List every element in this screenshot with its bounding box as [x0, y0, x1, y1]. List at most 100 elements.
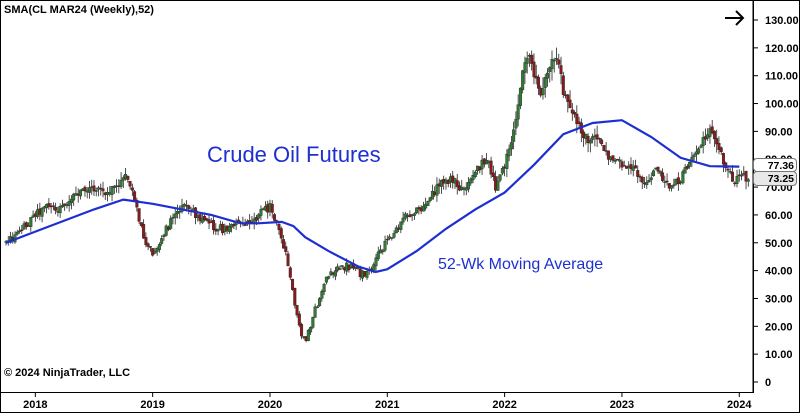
candle-body — [29, 217, 33, 227]
candle-body — [746, 179, 750, 182]
candle-body — [94, 190, 98, 192]
candle-body — [613, 160, 617, 162]
candle-body — [207, 219, 211, 224]
candle-body — [586, 135, 590, 144]
candle-body — [735, 176, 739, 184]
candle-body — [87, 187, 91, 193]
candle-body — [187, 205, 191, 210]
candle-body — [78, 189, 82, 197]
arrow-right-icon[interactable] — [722, 5, 748, 31]
candle-body — [638, 176, 642, 178]
candle-body — [160, 238, 164, 244]
candle-body — [439, 180, 443, 187]
candle-body — [455, 180, 459, 188]
candle-body — [552, 59, 556, 62]
y-tick-label: 100.00 — [765, 99, 799, 111]
candle-body — [496, 180, 500, 191]
candle-body — [110, 186, 114, 195]
candle-body — [618, 159, 622, 162]
candle-body — [173, 213, 177, 219]
candle-body — [471, 175, 475, 181]
y-axis: 010.0020.0030.0040.0050.0060.0070.0080.0… — [752, 1, 799, 393]
candle-body — [430, 190, 434, 200]
y-tick-label: 60.00 — [765, 210, 793, 222]
candle-body — [424, 203, 428, 209]
candle-body — [665, 180, 669, 183]
candle-body — [523, 62, 527, 73]
candle-body — [254, 217, 258, 221]
candle-body — [212, 220, 216, 230]
moving-average-line — [5, 119, 740, 274]
ma-value-badge: 77.36 — [753, 158, 797, 172]
candle-body — [647, 180, 651, 182]
candle-body — [291, 278, 295, 290]
candles-layer — [4, 47, 750, 343]
candle-body — [597, 138, 601, 140]
candle-body — [514, 118, 518, 129]
candle-body — [51, 205, 55, 207]
candle-body — [512, 129, 516, 142]
candle-body — [570, 109, 574, 114]
x-tick-label: 2022 — [492, 399, 516, 411]
candle-body — [525, 57, 529, 64]
candle-body — [284, 246, 288, 252]
candle-body — [620, 161, 624, 168]
last-price-badge: 73.25 — [753, 171, 797, 186]
candle-body — [532, 61, 536, 78]
y-tick-label: 120.00 — [765, 43, 799, 55]
candle-body — [568, 99, 572, 109]
candle-body — [566, 94, 570, 102]
candle-body — [324, 276, 328, 283]
candle-body — [232, 224, 236, 227]
candle-body — [112, 185, 116, 188]
x-tick-label: 2021 — [375, 399, 399, 411]
candle-body — [142, 223, 146, 239]
y-tick-label: 130.00 — [765, 15, 799, 27]
candle-body — [555, 58, 559, 60]
candle-body — [257, 214, 261, 219]
candle-body — [688, 161, 692, 167]
candle-body — [293, 287, 297, 306]
candle-body — [385, 238, 389, 241]
candle-body — [322, 283, 326, 293]
candle-body — [203, 216, 207, 221]
candle-body — [557, 59, 561, 65]
candle-body — [730, 171, 734, 182]
candle-body — [550, 58, 554, 70]
candle-body — [178, 211, 182, 213]
candle-body — [498, 174, 502, 181]
candle-body — [559, 65, 563, 75]
candle-body — [606, 150, 610, 160]
candle-body — [313, 306, 317, 318]
candle-body — [376, 251, 380, 260]
candle-body — [719, 147, 723, 153]
candle-body — [40, 208, 44, 217]
candle-body — [507, 148, 511, 157]
candle-body — [573, 112, 577, 115]
candle-body — [545, 72, 549, 79]
candle-body — [137, 208, 141, 222]
candle-body — [340, 265, 344, 268]
indicator-label: SMA(CL MAR24 (Weekly),52) — [4, 4, 154, 16]
y-tick-label: 110.00 — [765, 71, 798, 83]
candle-body — [374, 257, 378, 267]
candle-body — [135, 199, 139, 208]
plot-area — [1, 1, 754, 393]
candle-body — [121, 177, 125, 181]
candle-body — [530, 54, 534, 64]
candle-body — [636, 170, 640, 177]
y-tick-label: 90.00 — [765, 126, 793, 138]
candle-body — [390, 237, 394, 239]
candle-body — [198, 214, 202, 221]
candle-body — [710, 126, 714, 134]
y-tick-label: 50.00 — [765, 238, 793, 250]
candle-body — [683, 167, 687, 174]
candle-body — [516, 104, 520, 120]
candle-body — [277, 223, 281, 230]
candle-body — [24, 222, 28, 228]
candle-body — [509, 142, 513, 150]
candle-body — [685, 166, 689, 169]
candle-body — [717, 143, 721, 150]
candle-body — [365, 271, 369, 278]
candle-body — [169, 218, 173, 229]
